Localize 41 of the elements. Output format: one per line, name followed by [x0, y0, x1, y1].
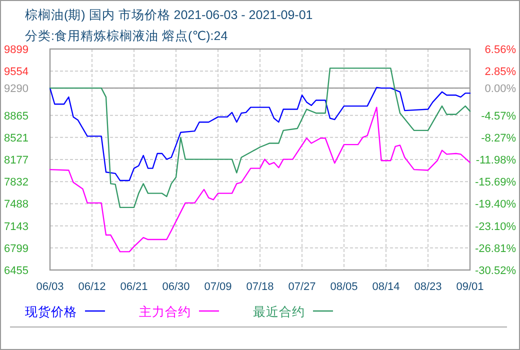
chart-title: 棕榈油(期) 国内 市场价格 2021-06-03 - 2021-09-01	[25, 8, 313, 22]
y-tick-label: 7488	[4, 198, 28, 211]
line-series	[49, 68, 471, 208]
y2-tick-label: -26.81%	[475, 242, 516, 255]
y2-tick-label: -11.98%	[476, 154, 516, 166]
y2-tick-label: -4.57%	[481, 110, 516, 122]
x-tick-label: 08/14	[372, 281, 400, 293]
line-series	[49, 86, 471, 182]
legend-label: 最近合约	[253, 305, 305, 319]
x-tick-label: 08/23	[414, 281, 442, 293]
y-tick-label: 7143	[4, 220, 28, 233]
y-tick-label: 8177	[4, 154, 28, 166]
y2-tick-label: -8.27%	[481, 132, 516, 144]
y2-tick-label: 0.00%	[484, 83, 516, 96]
x-tick-label: 06/03	[36, 281, 64, 293]
legend-label: 主力合约	[139, 304, 191, 319]
y2-tick-label: 2.85%	[484, 66, 516, 78]
x-tick-label: 08/05	[330, 281, 358, 293]
x-tick-label: 06/30	[162, 281, 190, 293]
x-tick-label: 07/27	[288, 281, 316, 293]
x-tick-label: 09/01	[456, 281, 484, 293]
y2-tick-label: -23.10%	[475, 220, 516, 233]
y2-tick-label: -15.69%	[475, 176, 516, 189]
y2-tick-label: -19.40%	[475, 198, 516, 211]
y2-tick-label: 6.56%	[484, 44, 516, 56]
x-tick-label: 07/09	[204, 281, 232, 293]
x-tick-label: 06/12	[78, 281, 106, 293]
y-tick-label: 8521	[4, 132, 28, 144]
legend-label: 现货价格	[25, 305, 77, 319]
y-tick-label: 9899	[4, 44, 28, 56]
y-tick-label: 8865	[4, 110, 28, 122]
chart-subtitle: 分类:食用精炼棕榈液油 熔点(℃):24	[25, 29, 228, 43]
y-tick-label: 6799	[4, 242, 28, 255]
line-series	[49, 106, 471, 252]
x-tick-label: 07/18	[246, 281, 274, 293]
y-tick-label: 6455	[4, 265, 28, 277]
x-tick-label: 06/21	[120, 281, 148, 293]
y-tick-label: 7832	[4, 176, 28, 189]
y-tick-label: 9290	[4, 83, 28, 96]
y2-tick-label: -30.52%	[475, 265, 516, 277]
y-tick-label: 9554	[4, 66, 28, 78]
